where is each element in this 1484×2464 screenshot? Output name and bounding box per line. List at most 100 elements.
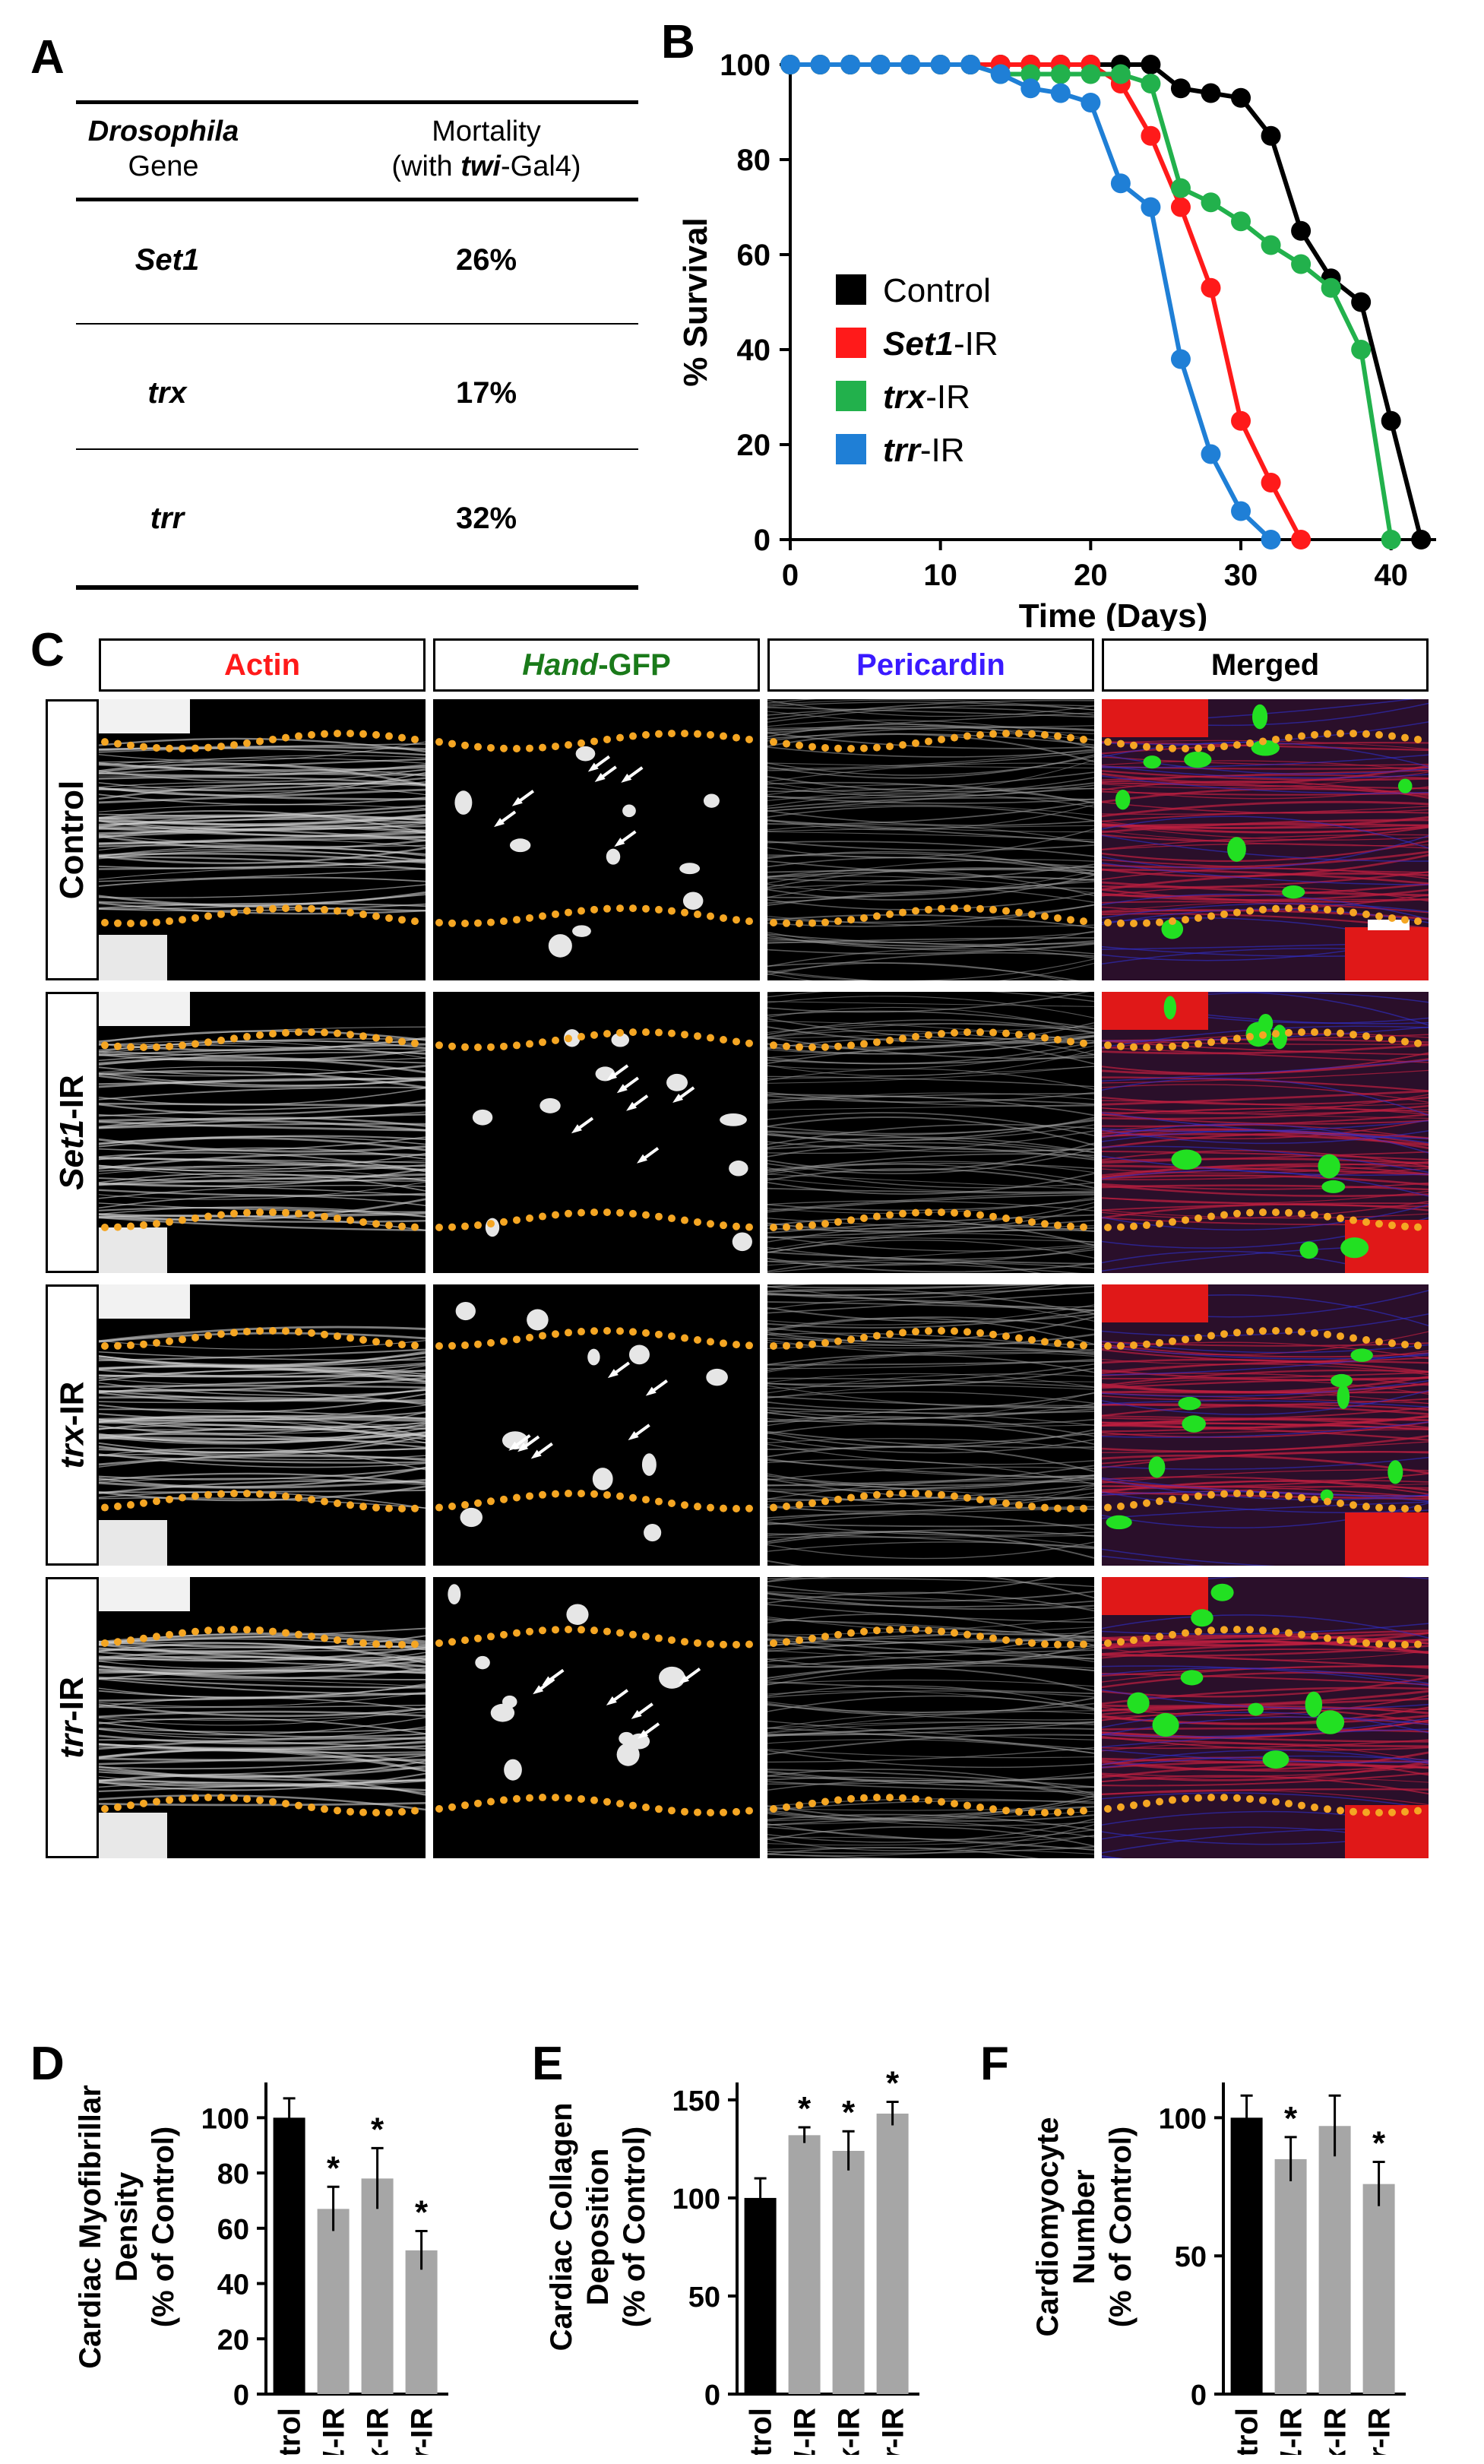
boundary-dot bbox=[398, 1504, 406, 1512]
boundary-dot bbox=[140, 1799, 147, 1807]
data-point bbox=[1231, 501, 1251, 521]
boundary-dot bbox=[1233, 1490, 1241, 1498]
fiber bbox=[767, 1124, 1094, 1142]
boundary-dot bbox=[1207, 1490, 1215, 1499]
data-point bbox=[990, 64, 1011, 84]
table-row-mortality: 17% bbox=[455, 376, 517, 410]
fiber bbox=[1102, 1184, 1429, 1197]
fiber bbox=[99, 1086, 426, 1101]
fiber bbox=[99, 1044, 426, 1056]
arrowhead bbox=[638, 1729, 649, 1739]
boundary-dot bbox=[951, 1327, 958, 1335]
boundary-dot bbox=[256, 1796, 264, 1804]
data-point bbox=[810, 55, 831, 74]
boundary-dot bbox=[925, 905, 932, 914]
micrograph-panel bbox=[433, 1284, 760, 1566]
fiber bbox=[99, 1721, 426, 1738]
fiber bbox=[1102, 1363, 1429, 1376]
boundary-dot bbox=[217, 1626, 225, 1634]
fiber bbox=[767, 932, 1094, 952]
gfp-nucleus bbox=[1245, 1021, 1272, 1047]
boundary-dot bbox=[783, 1638, 790, 1646]
fiber bbox=[767, 1512, 1094, 1531]
fiber bbox=[767, 828, 1094, 859]
fiber bbox=[99, 834, 426, 847]
boundary-dot bbox=[1259, 1490, 1267, 1498]
fiber bbox=[767, 699, 1094, 711]
boundary-dot bbox=[733, 1341, 740, 1349]
boundary-dot bbox=[745, 1504, 753, 1512]
boundary-dot bbox=[720, 1035, 727, 1044]
nucleus bbox=[548, 934, 572, 958]
boundary-dot bbox=[308, 1633, 315, 1641]
boundary-dot bbox=[243, 907, 251, 915]
boundary-dot bbox=[577, 1794, 585, 1803]
fiber bbox=[1102, 1076, 1429, 1092]
boundary-dot bbox=[1220, 1626, 1228, 1634]
fiber bbox=[767, 1251, 1094, 1265]
gfp-nucleus bbox=[1184, 751, 1212, 768]
fiber bbox=[99, 884, 426, 898]
fiber bbox=[1102, 1421, 1429, 1438]
micrograph-image bbox=[435, 1584, 753, 1816]
tissue-blob bbox=[99, 1227, 167, 1273]
fiber bbox=[767, 719, 1094, 741]
boundary-dot bbox=[938, 1030, 945, 1038]
gfp-nucleus bbox=[1299, 1241, 1318, 1259]
data-point bbox=[780, 55, 800, 74]
boundary-dot bbox=[720, 732, 727, 740]
boundary-dot bbox=[668, 1807, 676, 1815]
boundary-dot bbox=[655, 1028, 663, 1037]
data-point bbox=[1141, 125, 1161, 146]
boundary-dot bbox=[448, 1803, 456, 1811]
fiber bbox=[767, 1030, 1094, 1056]
boundary-dot bbox=[1117, 1803, 1125, 1811]
fiber bbox=[99, 1152, 426, 1170]
boundary-dot bbox=[179, 1216, 186, 1224]
boundary-dot bbox=[1002, 730, 1010, 738]
boundary-dot bbox=[1298, 1493, 1305, 1502]
boundary-dot bbox=[821, 1497, 829, 1506]
fiber bbox=[767, 854, 1094, 868]
fiber bbox=[1102, 1501, 1429, 1519]
boundary-dot bbox=[513, 1629, 521, 1637]
boundary-dot bbox=[912, 1794, 919, 1803]
boundary-dot bbox=[1143, 1043, 1150, 1051]
fiber bbox=[1102, 816, 1429, 849]
data-point bbox=[1351, 340, 1372, 359]
boundary-dot bbox=[385, 1640, 393, 1648]
boundary-dot bbox=[1104, 1639, 1112, 1647]
boundary-dot bbox=[359, 911, 367, 919]
fiber bbox=[767, 1053, 1094, 1065]
boundary-dot bbox=[925, 1031, 932, 1039]
column-header-pericardin: Pericardin bbox=[767, 638, 1094, 692]
table-row-mortality: 26% bbox=[455, 243, 517, 277]
boundary-dot bbox=[720, 1339, 727, 1348]
boundary-dot bbox=[179, 1794, 186, 1803]
significance-star: * bbox=[1372, 2125, 1386, 2162]
boundary-dot bbox=[1054, 1035, 1062, 1044]
fiber bbox=[767, 1645, 1094, 1660]
fiber bbox=[767, 1218, 1094, 1228]
boundary-dot bbox=[783, 1341, 790, 1350]
fiber bbox=[767, 1577, 1094, 1588]
boundary-dot bbox=[707, 730, 714, 739]
fiber bbox=[767, 840, 1094, 851]
x-tick-label: Set1-IR bbox=[318, 2408, 351, 2455]
boundary-dot bbox=[1002, 1029, 1010, 1037]
fiber bbox=[1102, 1421, 1429, 1430]
boundary-dot bbox=[230, 1626, 238, 1634]
boundary-dot bbox=[1233, 1034, 1241, 1043]
boundary-dot bbox=[938, 904, 945, 913]
fiber bbox=[99, 1189, 426, 1197]
boundary-dot bbox=[834, 1495, 842, 1503]
fiber bbox=[767, 884, 1094, 903]
boundary-dot bbox=[886, 1211, 894, 1219]
fiber bbox=[1102, 754, 1429, 768]
fiber bbox=[767, 1191, 1094, 1211]
boundary-dot bbox=[191, 1333, 199, 1341]
fiber bbox=[1102, 1145, 1429, 1173]
boundary-dot bbox=[1259, 1626, 1267, 1635]
boundary-dot bbox=[1362, 1639, 1370, 1647]
